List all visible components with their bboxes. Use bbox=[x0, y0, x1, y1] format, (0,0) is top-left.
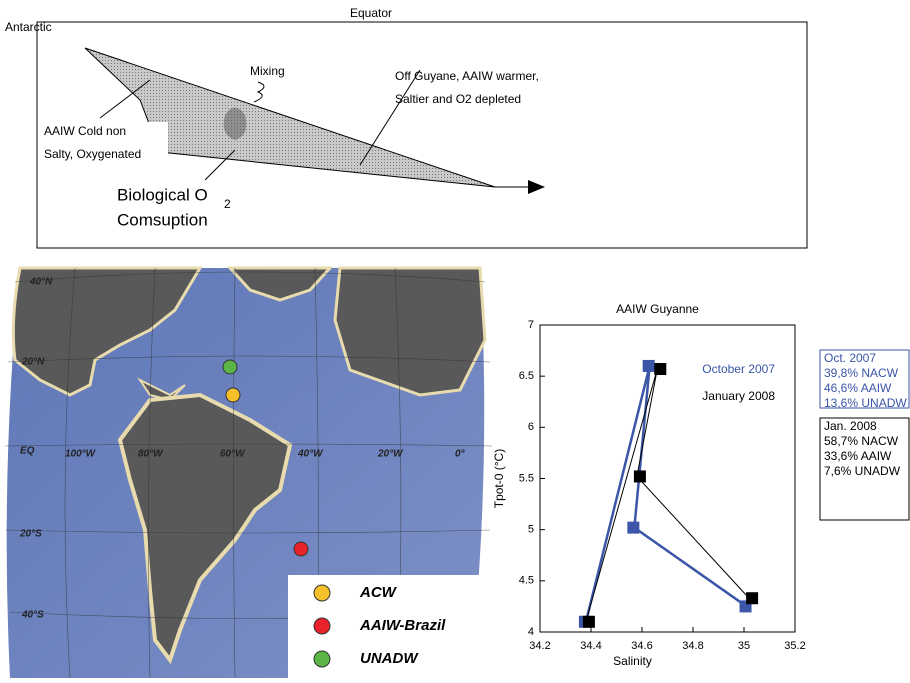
y-axis-title: Tpot-0 (°C) bbox=[492, 449, 506, 508]
note-line: 46,6% AAIW bbox=[824, 381, 892, 395]
series-line bbox=[585, 368, 750, 622]
y-tick-label: 4.5 bbox=[519, 575, 534, 587]
diagram-label: Antarctic bbox=[5, 20, 52, 34]
pointer bbox=[359, 69, 421, 166]
land bbox=[117, 392, 293, 665]
stations bbox=[222, 359, 309, 557]
legend-swatch bbox=[313, 584, 331, 602]
station bbox=[222, 359, 238, 375]
legend-label: ACW bbox=[359, 584, 398, 601]
ts-chart: AAIW Guyanne Salinity Tpot-0 (°C) 34.2 34.4 3… bbox=[492, 302, 910, 668]
note-line: 39,8% NACW bbox=[824, 366, 899, 380]
land bbox=[137, 377, 186, 402]
diagram-label: Mixing bbox=[250, 64, 285, 78]
diagram-label: Comsuption bbox=[117, 210, 208, 229]
point bbox=[642, 359, 655, 372]
lon-label: 100°W bbox=[65, 449, 97, 460]
mixing-zone bbox=[223, 107, 247, 140]
lon-label: 60°W bbox=[220, 449, 246, 460]
diagram-label: AAIW Cold non bbox=[44, 124, 126, 138]
diagram-label: 2 bbox=[224, 197, 231, 211]
y-tick-label: 4 bbox=[528, 626, 534, 638]
legend-label: October 2007 bbox=[702, 362, 775, 376]
series-line bbox=[584, 365, 748, 623]
note-box bbox=[819, 417, 910, 521]
point bbox=[582, 615, 595, 628]
point bbox=[654, 363, 667, 376]
x-tick-label: 35 bbox=[738, 640, 750, 652]
point bbox=[746, 592, 759, 605]
lat-label: 40°N bbox=[29, 277, 53, 288]
pointer bbox=[253, 81, 265, 103]
note-line: 58,7% NACW bbox=[824, 434, 899, 448]
diagram-label: Off Guyane, AAIW warmer, bbox=[395, 69, 539, 83]
lat-label: 20°S bbox=[19, 529, 42, 540]
note-line: Oct. 2007 bbox=[824, 351, 876, 365]
lon-label: 40°W bbox=[297, 449, 324, 460]
lat-label: 40°S bbox=[21, 610, 44, 621]
legend-label: UNADW bbox=[360, 650, 419, 667]
diagram-label: Saltier and O2 depleted bbox=[395, 92, 521, 106]
x-tick-label: 35.2 bbox=[784, 640, 805, 652]
map-legend-entries: ACW AAIW-Brazil UNADW bbox=[313, 584, 446, 668]
station bbox=[293, 541, 309, 557]
land bbox=[333, 266, 487, 397]
note-line: Jan. 2008 bbox=[824, 419, 877, 433]
y-tick-label: 5.5 bbox=[519, 472, 534, 484]
pointer bbox=[204, 149, 236, 181]
legend-label: AAIW-Brazil bbox=[359, 617, 446, 634]
x-tick-label: 34.4 bbox=[580, 640, 601, 652]
note-line: 7,6% UNADW bbox=[824, 464, 901, 478]
lat-label: EQ bbox=[20, 446, 35, 457]
pointer bbox=[99, 79, 151, 119]
x-tick-label: 34.6 bbox=[631, 640, 652, 652]
point bbox=[633, 470, 646, 483]
x-tick-label: 34.8 bbox=[682, 640, 703, 652]
y-tick-label: 6 bbox=[528, 421, 534, 433]
note-line: 13,6% UNADW bbox=[824, 396, 907, 410]
note-box bbox=[819, 349, 910, 409]
chart-title: AAIW Guyanne bbox=[616, 302, 699, 316]
y-tick-label: 7 bbox=[528, 319, 534, 331]
note-line: 33,6% AAIW bbox=[824, 449, 892, 463]
y-tick-label: 6.5 bbox=[519, 370, 534, 382]
lon-label: 0° bbox=[455, 449, 466, 460]
arrow-head bbox=[528, 180, 545, 194]
legend-swatch bbox=[313, 617, 331, 635]
lat-label: 20°N bbox=[21, 357, 45, 368]
diagram-frame bbox=[36, 21, 808, 249]
station bbox=[225, 387, 241, 403]
x-tick-label: 34.2 bbox=[529, 640, 550, 652]
lon-label: 80°W bbox=[138, 449, 164, 460]
diagram-label: Salty, Oxygenated bbox=[44, 147, 141, 161]
y-tick-label: 5 bbox=[528, 524, 534, 536]
x-axis-title: Salinity bbox=[613, 654, 652, 668]
diagram-label: Equator bbox=[350, 6, 392, 20]
map: 40°N 20°N EQ 20°S 40°S 100°W 80°W 60°W 4… bbox=[4, 266, 493, 679]
legend-label: January 2008 bbox=[702, 389, 775, 403]
point bbox=[627, 521, 640, 534]
lon-label: 20°W bbox=[377, 449, 404, 460]
land bbox=[226, 266, 334, 302]
diagram-label: Biological O bbox=[117, 185, 208, 204]
diagram: Antarctic Equator Mixing Off Guyane, AAI… bbox=[5, 6, 808, 249]
legend-swatch bbox=[313, 650, 331, 668]
label-bg bbox=[40, 122, 168, 164]
